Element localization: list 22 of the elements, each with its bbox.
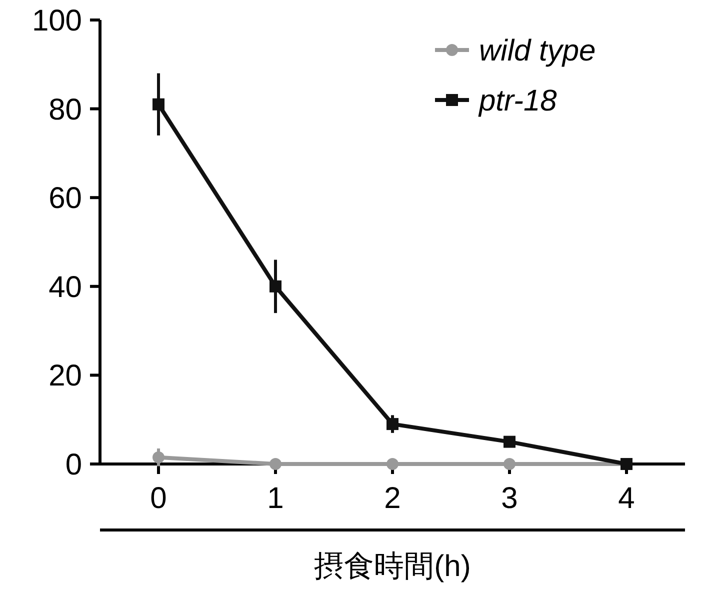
legend-label: ptr-18 — [478, 84, 558, 118]
point — [152, 451, 164, 464]
y-tick-label: 40 — [48, 270, 82, 304]
point — [270, 280, 282, 292]
legend-label: wild type — [479, 34, 596, 68]
point — [504, 436, 516, 448]
point — [270, 458, 282, 470]
x-axis-title: 摂食時間(h) — [314, 550, 471, 583]
y-tick-label: 0 — [65, 448, 82, 482]
x-tick-label: 0 — [150, 482, 167, 515]
y-tick-label: 80 — [48, 93, 82, 126]
point — [386, 458, 398, 470]
x-tick-label: 4 — [618, 482, 635, 515]
y-tick-label: 100 — [32, 4, 82, 38]
x-tick-label: 1 — [267, 482, 284, 515]
point — [152, 98, 164, 110]
x-tick-label: 2 — [384, 482, 401, 515]
y-tick-label: 60 — [48, 182, 82, 216]
y-tick-label: 20 — [48, 360, 82, 393]
x-tick-label: 3 — [501, 482, 518, 515]
point — [504, 458, 516, 470]
point — [386, 418, 398, 430]
